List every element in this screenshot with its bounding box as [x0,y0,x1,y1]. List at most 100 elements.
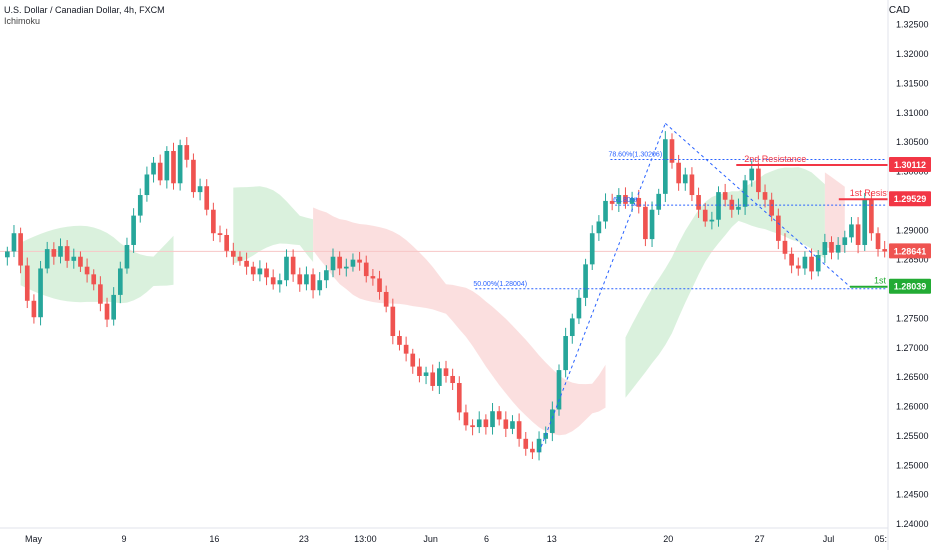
time-tick-label: Jul [823,534,835,544]
resistance-2-badge[interactable] [889,156,931,172]
candle-body [437,368,442,386]
price-tick-label: 1.32500 [896,20,929,30]
price-tick-label: 1.27500 [896,313,929,323]
candle-body [257,268,263,275]
time-tick-label: Jun [423,534,438,544]
candle-body [91,274,97,285]
candle-body [629,197,635,204]
candle-body [324,270,329,281]
candle-body [456,383,462,413]
swing-down-line [665,122,851,288]
candle-body [144,174,150,196]
candle-body [284,256,289,281]
candle-body [317,280,323,291]
candle-body [742,180,748,207]
candle-body [583,264,588,298]
swing-up-line [538,123,666,453]
candle-body [543,432,549,439]
time-tick-label: 05: [874,534,887,544]
price-tick-label: 1.25000 [896,460,929,470]
cloud-bullish [233,186,314,264]
candle-body [563,336,568,371]
candle-body [38,268,43,318]
candle-body [44,249,50,269]
candle-body [304,274,309,285]
candle-body [862,199,868,245]
candle-body [649,209,655,240]
candle-body [184,145,190,160]
candle-body [490,411,495,428]
candle-body [855,224,861,245]
candle-body [756,168,761,193]
candle-body [689,174,695,196]
indicator-label[interactable]: Ichimoku [4,16,41,26]
candle-body [78,256,83,267]
candle-body [483,419,489,428]
price-axis[interactable]: 1.325001.320001.315001.310001.305001.300… [887,0,932,550]
price-tick-label: 1.26500 [896,372,929,382]
last-price-badge-text: 1.28641 [894,246,927,256]
candle-body [882,249,888,252]
candle-body [569,318,575,337]
candle-body [217,233,223,235]
candle-body [510,421,515,429]
cloud-bullish [625,167,825,398]
candle-body [51,249,57,257]
price-tick-label: 1.30500 [896,137,929,147]
candle-body [111,294,116,320]
candle-body [410,353,416,367]
candle-body [403,344,409,354]
last-price-badge[interactable] [889,243,931,259]
candle-body [430,372,436,386]
candle-body [377,278,382,292]
candle-body [795,265,801,269]
axis-divider [888,0,889,550]
support-1-badge[interactable] [889,278,931,294]
candle-body [297,274,303,285]
price-tick-label: 1.25500 [896,431,929,441]
candle-body [24,265,30,301]
candle-body [71,256,77,261]
candle-body [762,192,768,200]
candle-body [550,409,555,433]
candle-body [536,438,542,453]
candle-body [157,162,163,181]
resistance-2-badge-text: 1.30112 [894,160,926,170]
time-axis[interactable]: May 9 16 23 13:00 Jun 6 13 20 27 Jul 05: [0,527,888,544]
price-tick-label: 1.24000 [896,519,929,529]
candle-body [603,200,608,222]
candle-body [137,195,143,216]
candle-body [789,253,794,266]
candle-body [204,186,210,210]
candle-body [117,268,123,295]
candle-body [31,300,37,318]
candle-body [363,262,369,277]
candle-body [310,274,316,291]
candle-body [383,291,389,307]
candle-body [869,199,874,234]
candle-body [523,438,529,449]
candle-body [829,242,834,253]
price-tick-label: 1.27000 [896,343,929,353]
candle-body [343,266,349,269]
candle-body [722,192,728,200]
candle-body [623,195,628,204]
candle-body [822,242,828,255]
candle-body [702,209,708,222]
cloud-bearish [824,172,845,252]
time-tick-label: 13 [547,534,557,544]
price-tick-label: 1.29000 [896,225,929,235]
candle-body [164,150,170,181]
candle-body [616,195,622,204]
candle-body [609,200,615,204]
resistance-1-badge-text: 1.29529 [894,194,927,204]
resistance-1-label: 1st Resistance [850,188,909,198]
resistance-1-badge[interactable] [889,191,931,207]
candle-body [636,197,642,207]
candle-body [230,250,236,257]
price-tick-label: 1.24500 [896,490,929,500]
candle-body [270,277,276,285]
candle-body [643,206,648,240]
candle-body [171,150,176,184]
